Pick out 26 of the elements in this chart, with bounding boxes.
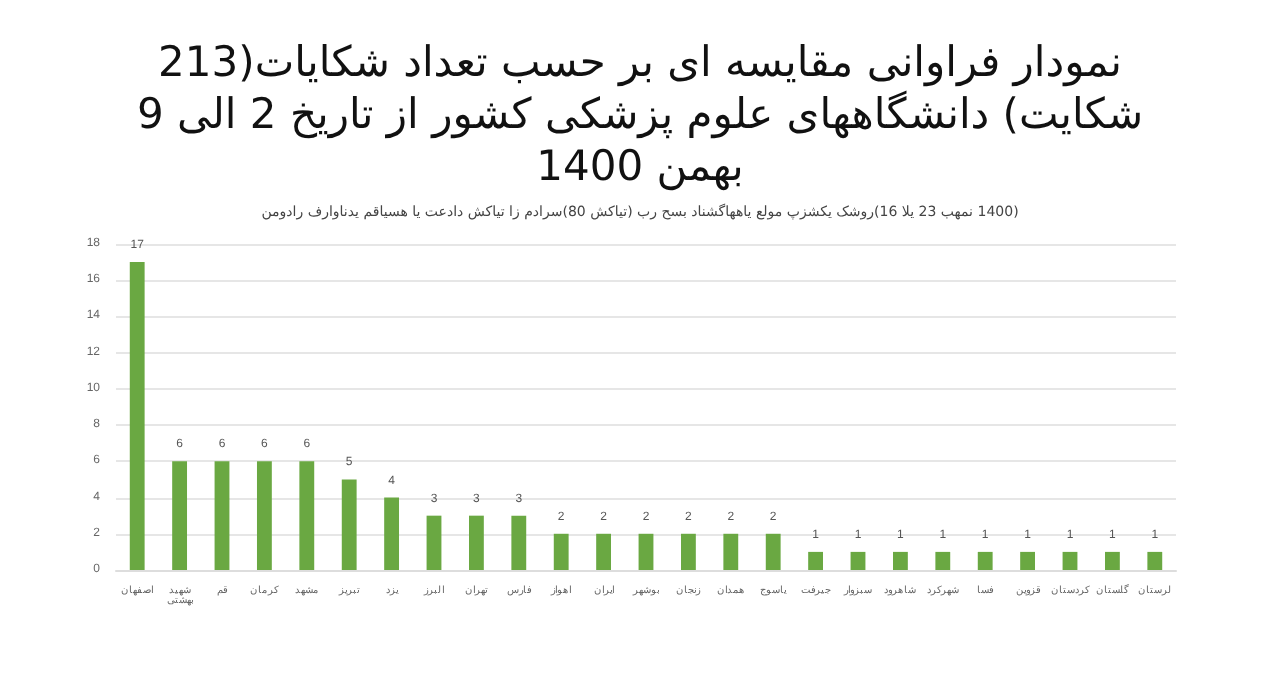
bar — [341, 479, 357, 570]
bar — [1062, 551, 1078, 570]
bar — [977, 551, 993, 570]
bar — [256, 461, 272, 570]
bar — [723, 533, 739, 570]
bar — [1104, 551, 1120, 570]
bar — [511, 515, 527, 570]
bar — [680, 533, 696, 570]
bar — [935, 551, 951, 570]
bar — [553, 533, 569, 570]
bar — [850, 551, 866, 570]
bar — [172, 461, 188, 570]
bar — [596, 533, 612, 570]
bar — [129, 262, 145, 570]
bar — [1020, 551, 1036, 570]
bar — [214, 461, 230, 570]
chart-title: نمودار فراوانی مقایسه ای بر حسب تعداد شکایات(213 شکایت) دانشگاههای علوم پزشکی کشور از تاریخ 2 الی 9 بهمن 1400 — [134, 36, 1146, 192]
bar — [765, 533, 781, 570]
bar — [299, 461, 315, 570]
bar — [426, 515, 442, 570]
bar — [892, 551, 908, 570]
bar — [468, 515, 484, 570]
bar — [1147, 551, 1163, 570]
bar — [638, 533, 654, 570]
bar — [384, 497, 400, 570]
bar — [808, 551, 824, 570]
